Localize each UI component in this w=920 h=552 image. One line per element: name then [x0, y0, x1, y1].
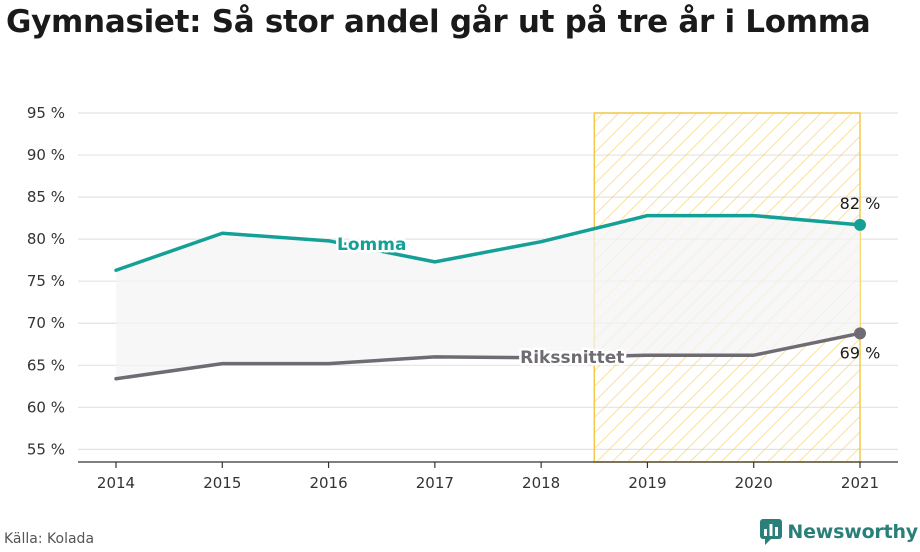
- x-tick-label: 2017: [416, 474, 454, 492]
- y-tick-label: 75 %: [27, 272, 65, 290]
- x-tick-label: 2016: [309, 474, 347, 492]
- end-point-marker: [854, 327, 866, 340]
- series-line-rikssnittet: [114, 331, 862, 381]
- y-axis: 55 % 60 % 65 % 70 % 75 % 80 % 85 % 90 % 95 %: [27, 104, 65, 458]
- end-point-marker: [854, 218, 866, 231]
- difference-area-fill: [116, 215, 860, 379]
- x-tick-label: 2019: [628, 474, 666, 492]
- x-tick-label: 2014: [97, 474, 135, 492]
- end-value-label-rikssnittet: 69 %: [840, 343, 881, 362]
- x-tick-label: 2015: [203, 474, 241, 492]
- y-tick-label: 55 %: [27, 440, 65, 458]
- brand-name: Newsworthy: [787, 521, 918, 543]
- x-axis: 2014 2015 2016 2017 2018 2019 2020 2021: [78, 461, 898, 492]
- x-tick-label: 2020: [735, 474, 773, 492]
- x-tick-label: 2021: [841, 474, 879, 492]
- y-tick-label: 95 %: [27, 104, 65, 122]
- source-note: Källa: Kolada: [4, 531, 95, 547]
- y-tick-label: 85 %: [27, 188, 65, 206]
- series-lines: [114, 213, 866, 381]
- y-tick-label: 90 %: [27, 146, 65, 164]
- end-value-label-lomma: 82 %: [840, 194, 881, 213]
- y-tick-label: 80 %: [27, 230, 65, 248]
- difference-area: [116, 215, 860, 379]
- series-line-lomma: [114, 213, 862, 273]
- y-tick-label: 60 %: [27, 398, 65, 416]
- series-labels: Lomma Rikssnittet 82 % 69 %: [335, 194, 881, 371]
- series-label-lomma: Lomma: [337, 235, 406, 255]
- x-tick-label: 2018: [522, 474, 560, 492]
- y-tick-label: 70 %: [27, 314, 65, 332]
- brand-logo: Newsworthy: [760, 519, 918, 545]
- series-label-rikssnittet: Rikssnittet: [520, 348, 624, 368]
- brand-logo-icon: [760, 519, 783, 545]
- chart-title: Gymnasiet: Så stor andel går ut på tre å…: [6, 4, 871, 40]
- y-tick-label: 65 %: [27, 356, 65, 374]
